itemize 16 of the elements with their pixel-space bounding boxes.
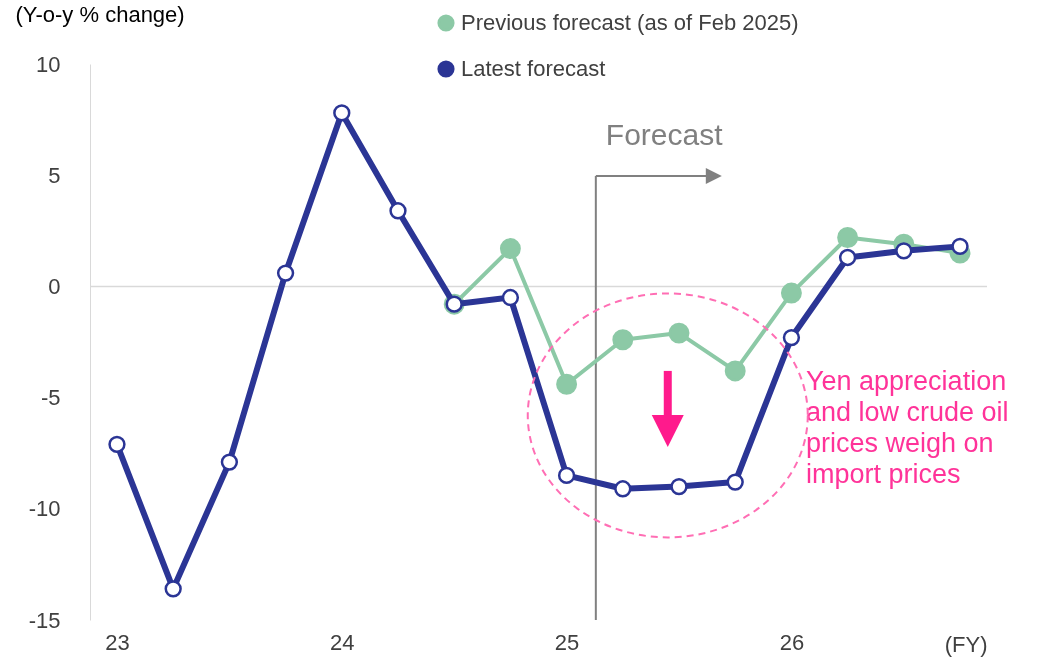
annotation: Yen appreciation and low crude oil prices weigh on import prices bbox=[806, 366, 1010, 490]
y-tick-label: -5 bbox=[40, 385, 61, 411]
y-tick-label: 10 bbox=[36, 51, 61, 77]
y-tick-label: -10 bbox=[28, 496, 61, 522]
ref-line-label: Forecast bbox=[605, 118, 724, 151]
x-tick-label: 26 bbox=[779, 629, 805, 655]
y-tick-label: 5 bbox=[48, 162, 61, 188]
legend-label: Latest forecast bbox=[461, 56, 606, 81]
y-axis-title: (Y-o-y % change) bbox=[15, 1, 185, 27]
y-tick-label: -15 bbox=[28, 607, 61, 633]
x-tick-label: 23 bbox=[105, 629, 130, 655]
x-tick-label: 24 bbox=[330, 629, 355, 655]
x-tick-label: 25 bbox=[554, 629, 580, 655]
x-axis-title: (FY) bbox=[944, 631, 988, 657]
legend-label: Previous forecast (as of Feb 2025) bbox=[461, 10, 799, 35]
y-tick-label: 0 bbox=[48, 273, 61, 299]
